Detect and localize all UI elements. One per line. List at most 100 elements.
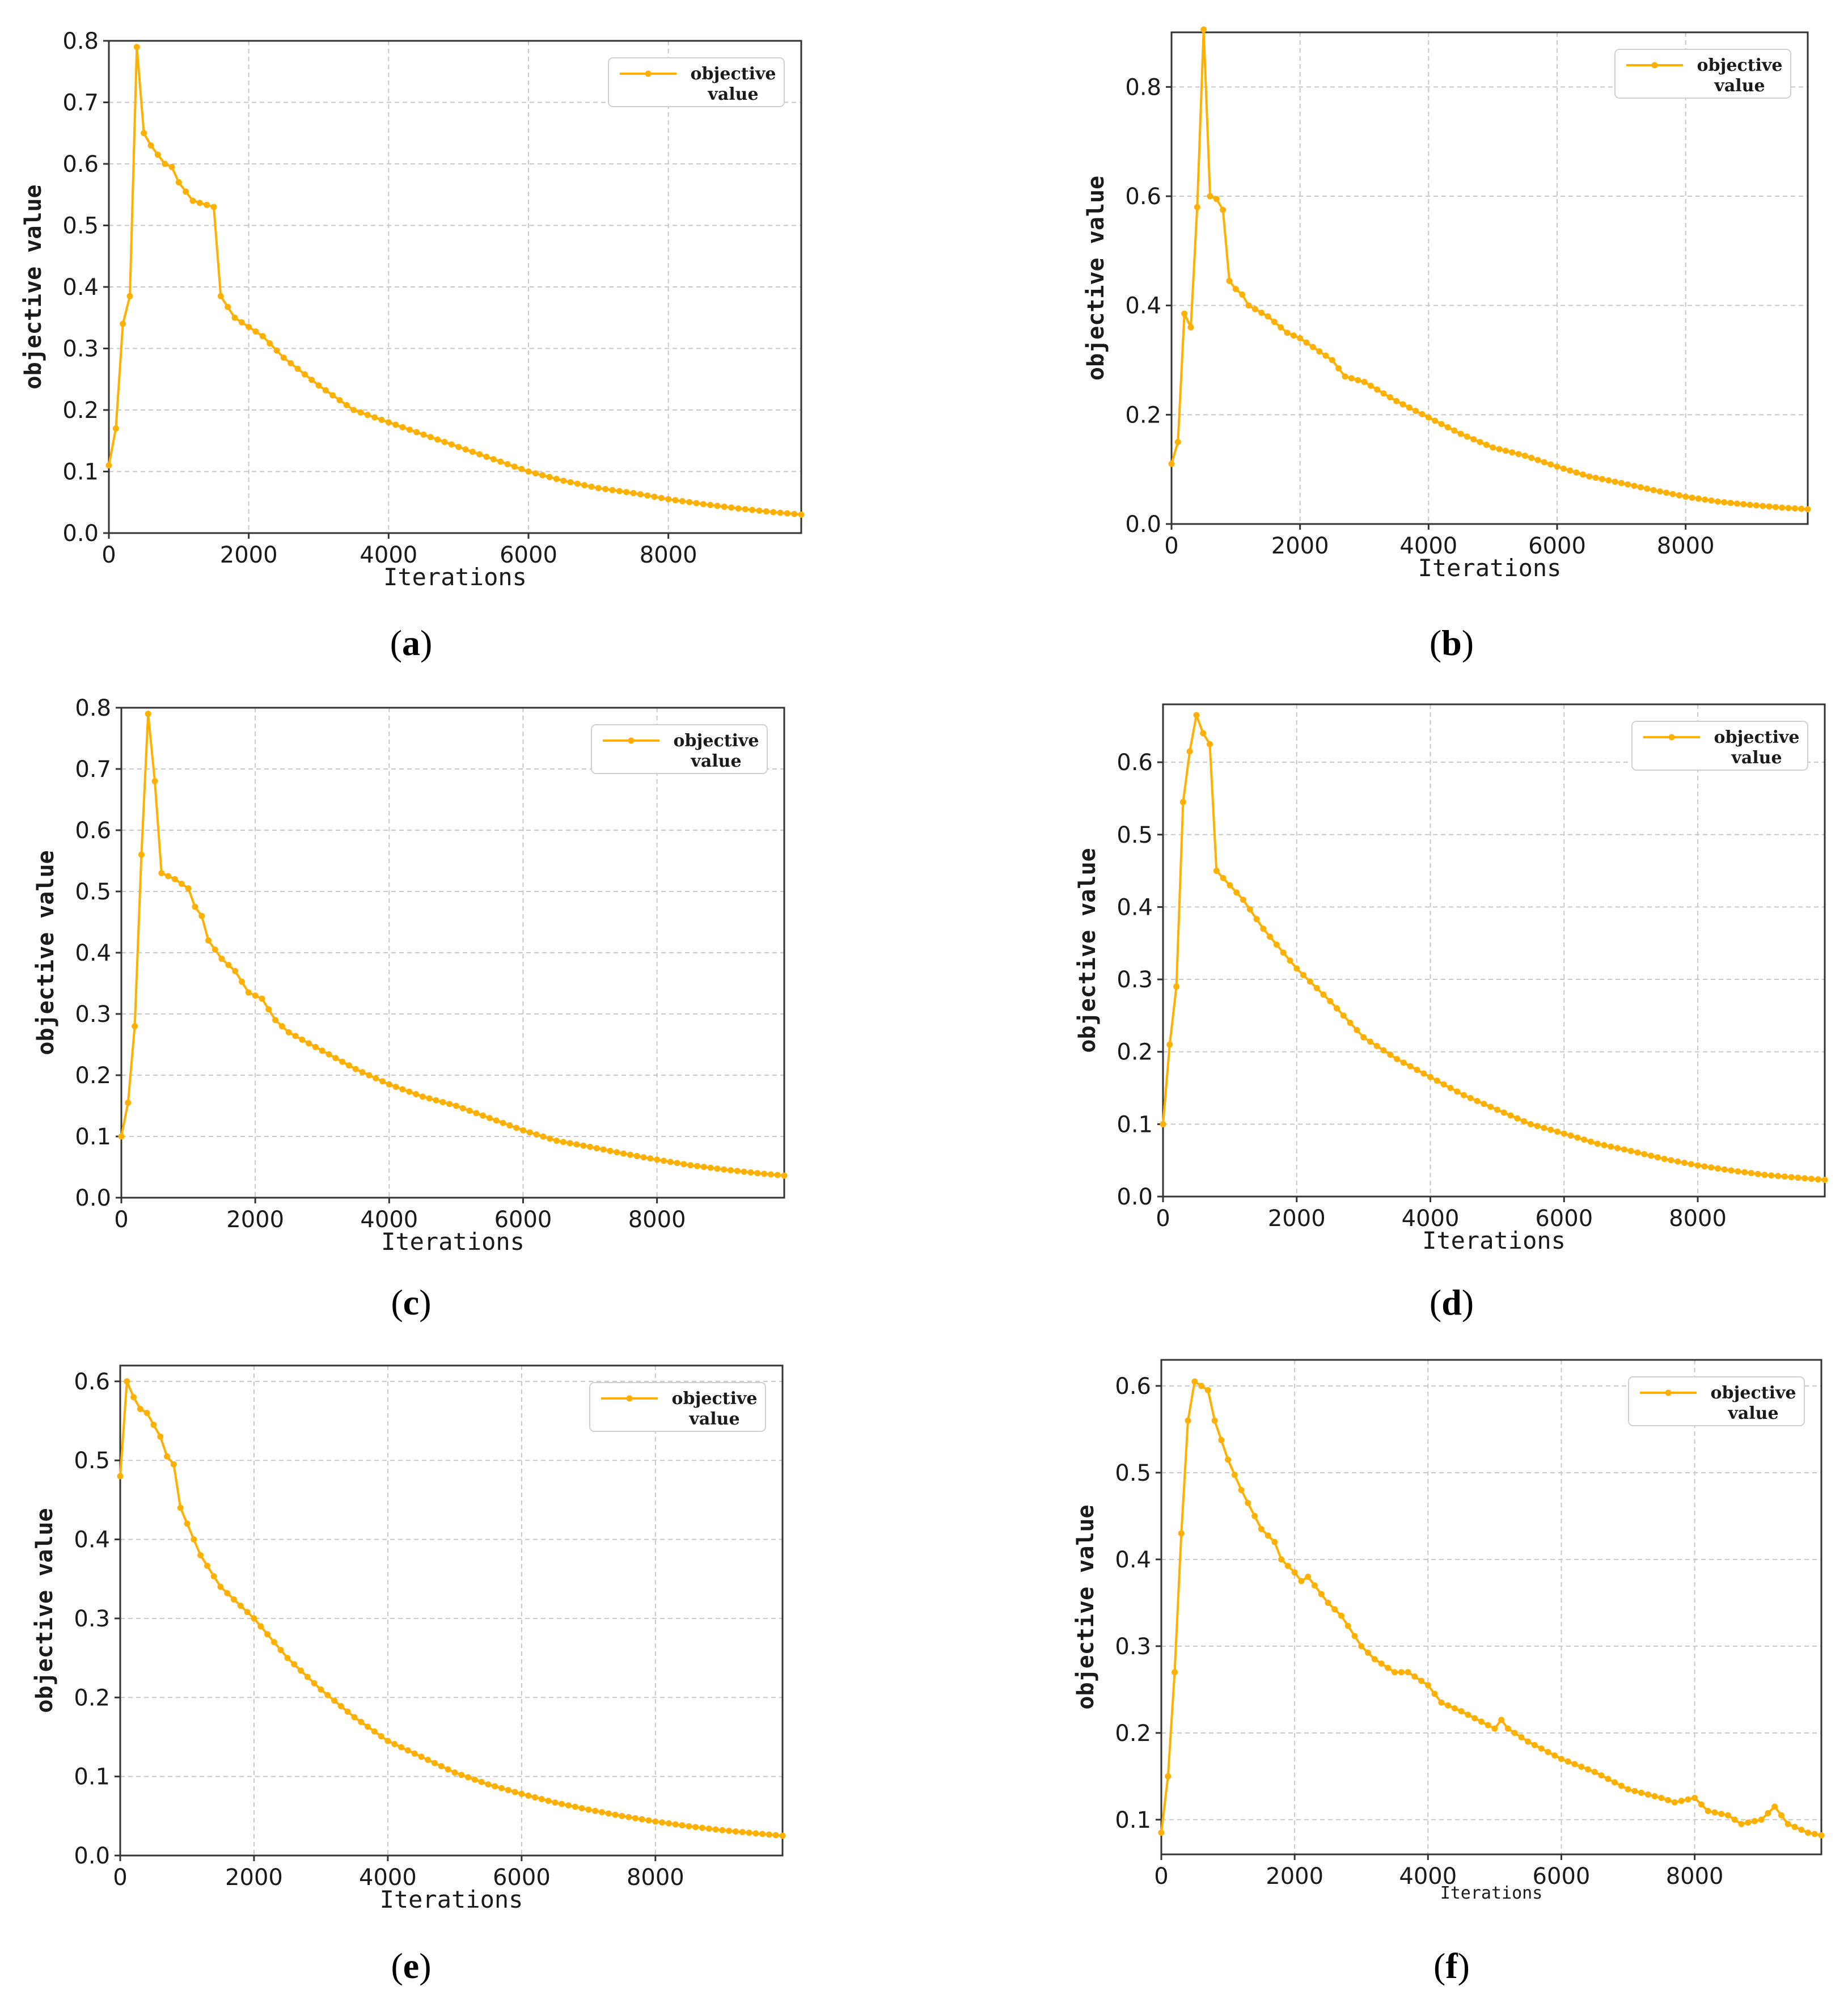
data-point bbox=[1200, 26, 1207, 33]
legend-box bbox=[1628, 1376, 1805, 1426]
data-point bbox=[726, 1828, 733, 1835]
data-point bbox=[672, 497, 679, 504]
data-point bbox=[766, 1831, 772, 1838]
chart-panel-c: 0 2000 4000 6000 8000 0.0 0.1 0.2 0.3 0.4 0.5 0.6 0.… bbox=[33, 695, 788, 1322]
data-point bbox=[1231, 1472, 1238, 1478]
data-point bbox=[212, 946, 218, 953]
data-point bbox=[413, 1091, 420, 1097]
x-tick-label: 2000 bbox=[1266, 1863, 1323, 1890]
data-point bbox=[217, 1583, 224, 1590]
y-tick-label: 0.0 bbox=[62, 521, 99, 547]
data-point bbox=[337, 1703, 344, 1710]
data-point bbox=[1348, 375, 1355, 382]
data-point bbox=[1287, 957, 1293, 964]
data-point bbox=[1708, 497, 1715, 504]
data-point bbox=[357, 409, 364, 416]
data-point bbox=[774, 1172, 781, 1178]
data-point bbox=[1721, 499, 1728, 506]
data-point bbox=[1392, 1669, 1398, 1676]
data-point bbox=[518, 1790, 525, 1797]
data-point bbox=[791, 510, 798, 517]
x-tick-label: 6000 bbox=[494, 1207, 552, 1233]
data-point bbox=[1445, 1702, 1452, 1709]
data-point bbox=[735, 505, 742, 512]
x-tick-label: 0 bbox=[102, 542, 116, 568]
x-axis-label: Iterations bbox=[380, 1886, 523, 1913]
data-point bbox=[1741, 1169, 1748, 1176]
data-point bbox=[630, 489, 637, 496]
data-point bbox=[1344, 1622, 1351, 1629]
y-tick-label: 0.3 bbox=[74, 1606, 110, 1632]
data-point bbox=[637, 491, 644, 498]
data-point bbox=[652, 1818, 659, 1825]
y-tick-label: 0.3 bbox=[75, 1001, 111, 1028]
data-point bbox=[567, 479, 574, 485]
data-point bbox=[359, 1069, 366, 1076]
data-point bbox=[485, 1781, 492, 1788]
y-axis-label: objective value bbox=[1073, 1504, 1099, 1709]
data-point bbox=[1681, 1160, 1688, 1167]
data-point bbox=[238, 319, 245, 326]
y-tick-label: 0.6 bbox=[74, 1369, 110, 1395]
data-point bbox=[592, 1807, 599, 1814]
plot-frame bbox=[119, 1364, 784, 1857]
data-point bbox=[1761, 1172, 1768, 1178]
x-tick-label: 8000 bbox=[1669, 1206, 1727, 1232]
data-point bbox=[1226, 277, 1233, 284]
data-point bbox=[252, 328, 259, 335]
data-point bbox=[1651, 1793, 1658, 1800]
data-point bbox=[658, 495, 665, 501]
y-tick-label: 0.1 bbox=[1115, 1807, 1151, 1833]
legend-label-line2: value bbox=[1714, 76, 1765, 96]
data-point bbox=[1644, 1791, 1651, 1798]
data-point bbox=[299, 1036, 306, 1043]
plot-frame bbox=[1170, 31, 1809, 525]
data-point bbox=[1674, 1158, 1681, 1165]
data-point bbox=[304, 1673, 311, 1680]
series-line-objective-value bbox=[119, 1380, 783, 1837]
x-axis-label: Iterations bbox=[1422, 1227, 1566, 1254]
data-point bbox=[366, 1072, 373, 1079]
data-point bbox=[343, 401, 350, 408]
data-point bbox=[1413, 408, 1419, 415]
y-axis-label: objective value bbox=[20, 184, 46, 389]
data-point bbox=[462, 446, 469, 453]
data-point bbox=[1465, 1711, 1471, 1718]
data-point bbox=[425, 1756, 432, 1763]
data-point bbox=[504, 460, 511, 467]
data-point bbox=[1165, 1773, 1172, 1780]
data-point bbox=[458, 1772, 465, 1778]
data-point bbox=[418, 1753, 425, 1760]
data-point bbox=[756, 508, 763, 514]
data-point bbox=[1705, 1808, 1711, 1815]
data-point bbox=[540, 1133, 547, 1140]
data-point bbox=[1271, 319, 1278, 326]
legend-label-line1: objective bbox=[1697, 56, 1783, 75]
data-point bbox=[1394, 1055, 1401, 1062]
y-tick-label: 0.5 bbox=[62, 213, 99, 239]
data-point bbox=[165, 873, 172, 880]
data-point bbox=[270, 1639, 277, 1646]
data-point bbox=[1751, 1818, 1758, 1824]
data-point bbox=[315, 382, 322, 389]
data-point bbox=[1627, 1148, 1634, 1155]
data-point bbox=[141, 130, 147, 137]
data-point bbox=[1811, 1831, 1818, 1837]
data-point bbox=[1665, 1797, 1672, 1803]
data-point bbox=[378, 416, 385, 423]
data-point bbox=[638, 1816, 645, 1823]
data-point bbox=[391, 1741, 398, 1748]
data-point bbox=[1668, 1157, 1674, 1164]
data-point bbox=[1721, 1166, 1728, 1173]
data-point bbox=[1554, 463, 1561, 470]
data-point bbox=[1676, 492, 1682, 499]
data-point bbox=[1398, 1669, 1405, 1676]
data-point bbox=[336, 397, 343, 404]
series-line-objective-value bbox=[108, 45, 802, 516]
data-point bbox=[189, 197, 196, 204]
data-point bbox=[693, 1163, 700, 1169]
data-point bbox=[1322, 352, 1329, 359]
y-tick-label: 0.3 bbox=[1115, 1634, 1151, 1660]
data-point bbox=[1691, 1795, 1698, 1802]
data-point bbox=[1733, 500, 1740, 507]
